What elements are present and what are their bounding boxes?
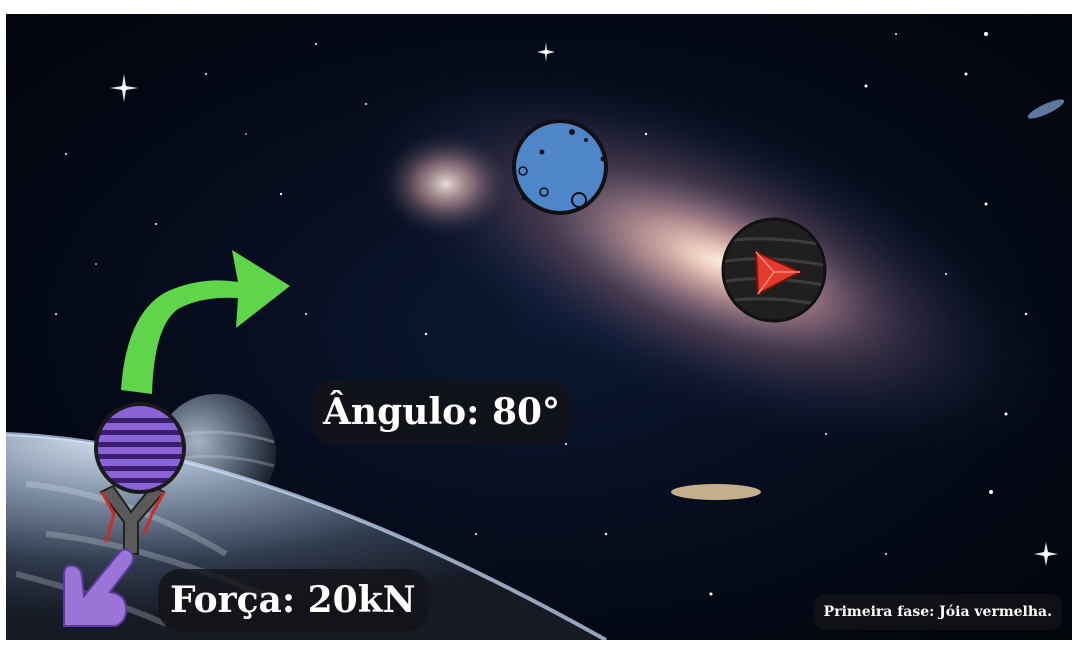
target-planet[interactable]: [512, 119, 608, 215]
slingshot-launcher: [99, 484, 166, 555]
player-ball[interactable]: [86, 402, 196, 494]
star-field: [55, 32, 1058, 596]
aim-arrow-icon: [121, 250, 290, 394]
red-gem-icon: [754, 250, 803, 296]
pointing-hand-icon: [63, 548, 135, 627]
galaxy-background: [349, 59, 1065, 500]
force-readout: Força: 20kN: [158, 569, 428, 631]
gem-planet[interactable]: [721, 217, 828, 323]
game-canvas[interactable]: Ângulo: 80° Força: 20kN Primeira fase: J…: [6, 14, 1072, 640]
angle-readout: Ângulo: 80°: [311, 380, 573, 444]
phase-caption: Primeira fase: Jóia vermelha.: [813, 594, 1062, 630]
